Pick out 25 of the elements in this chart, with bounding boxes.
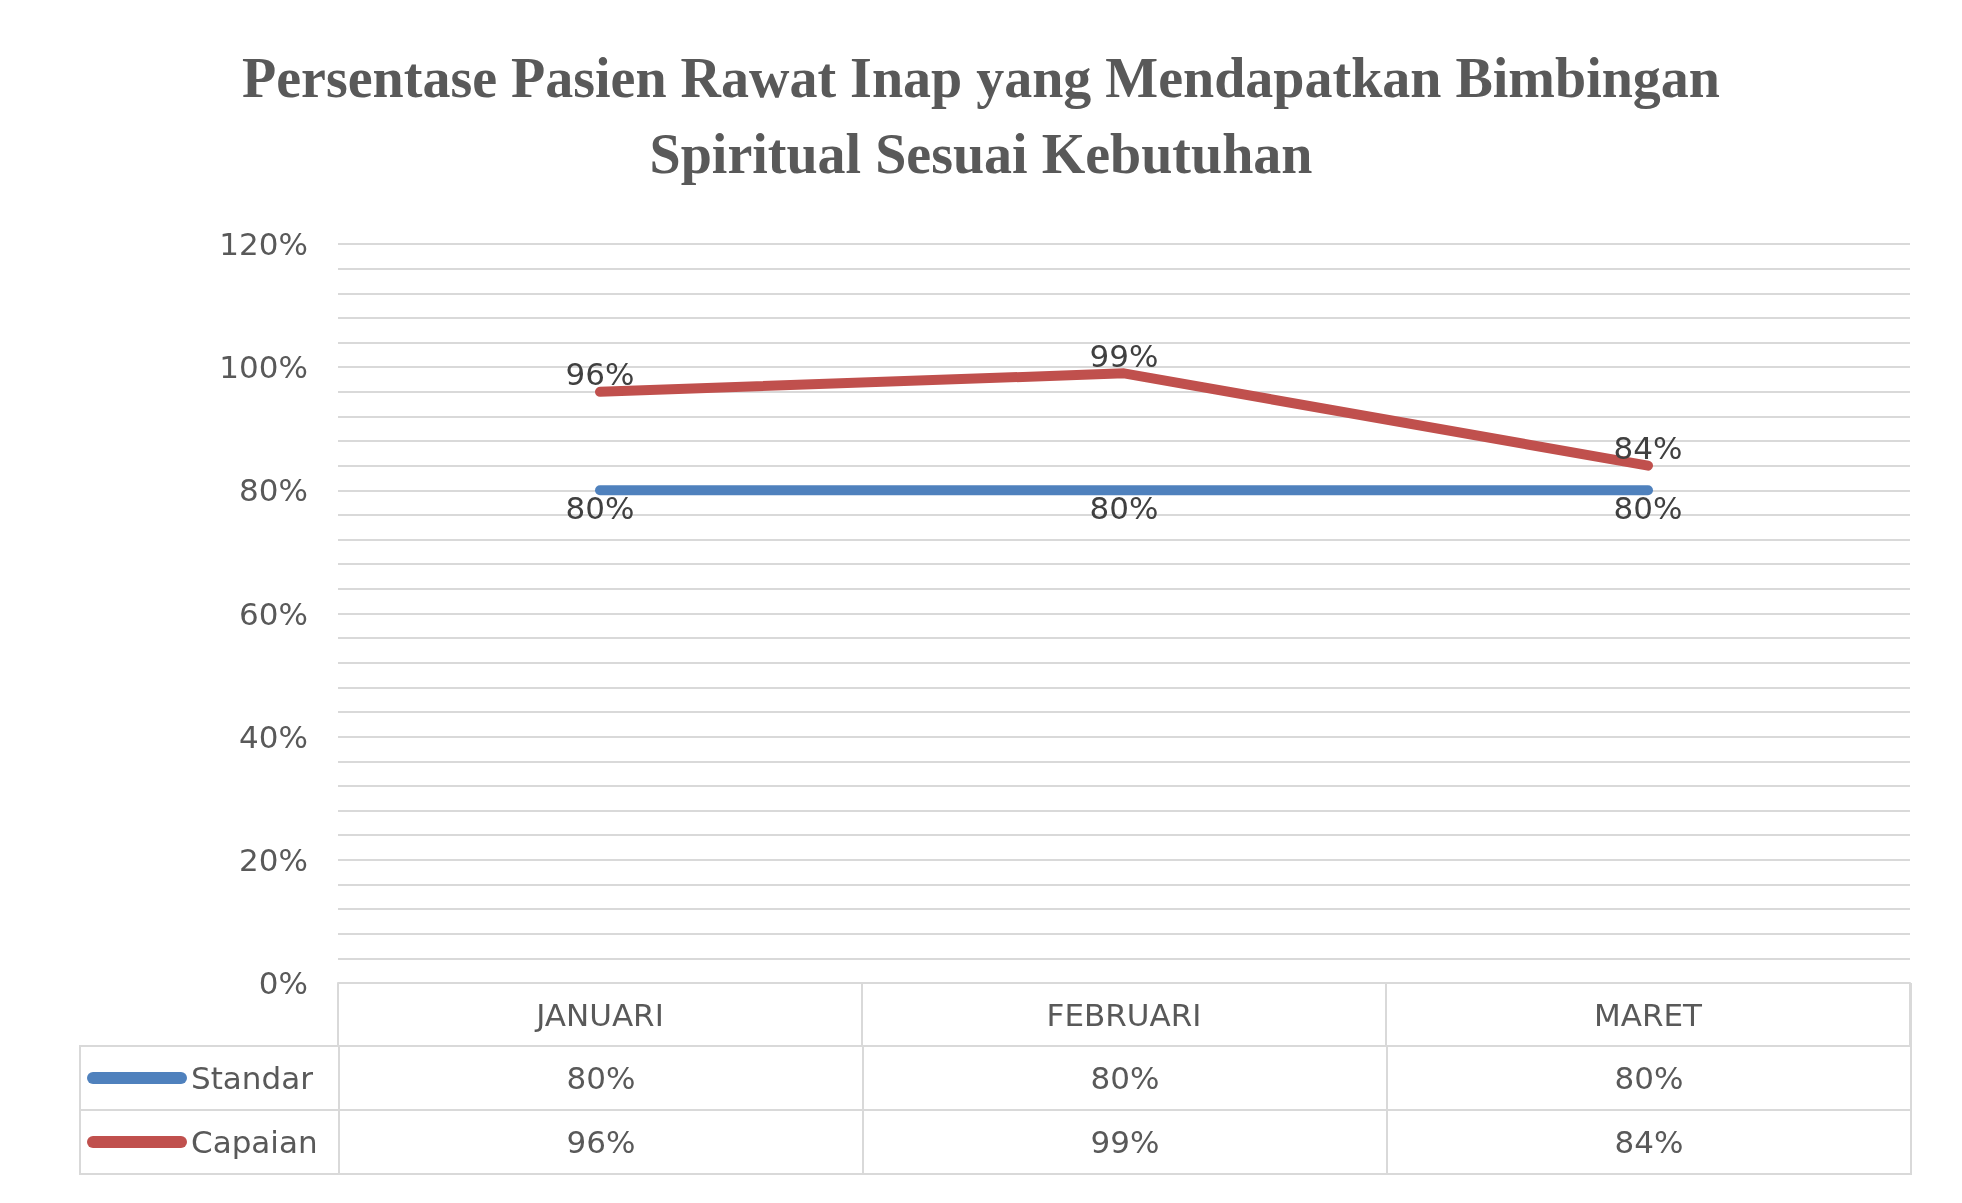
text: 80% [1613,489,1683,526]
data-label: 80% [862,1045,1388,1111]
y-tick-label: 80% [239,472,308,509]
text: 96% [565,356,635,393]
text: 99% [1089,337,1159,374]
y-tick-label: 20% [239,841,308,878]
chart-title: Persentase Pasien Rawat Inap yang Mendapatkan Bimbingan Spiritual Sesuai Kebutuhan [241,46,1721,187]
y-tick-label: 0% [258,965,308,1001]
x-tick-label: JANUARI [534,996,664,1033]
y-tick-label: 120% [219,226,308,262]
data-label: 99% [862,1109,1388,1175]
y-tick-label: 100% [219,349,308,386]
y-tick-label: 40% [239,718,308,755]
data-label: 96% [338,1109,864,1175]
legend-label: Capaian [191,1124,318,1160]
data-label: 84% [1386,1109,1912,1175]
x-tick-label: FEBRUARI [1046,996,1202,1033]
text: 84% [1613,430,1683,467]
text: 80% [565,489,635,526]
x-tick-label: MARET [1593,996,1704,1033]
data-label: 80% [338,1045,864,1111]
text: 80% [1089,489,1159,526]
legend-label: Standar [191,1060,313,1096]
y-tick-label: 60% [239,595,308,632]
data-label: 80% [1386,1045,1912,1111]
